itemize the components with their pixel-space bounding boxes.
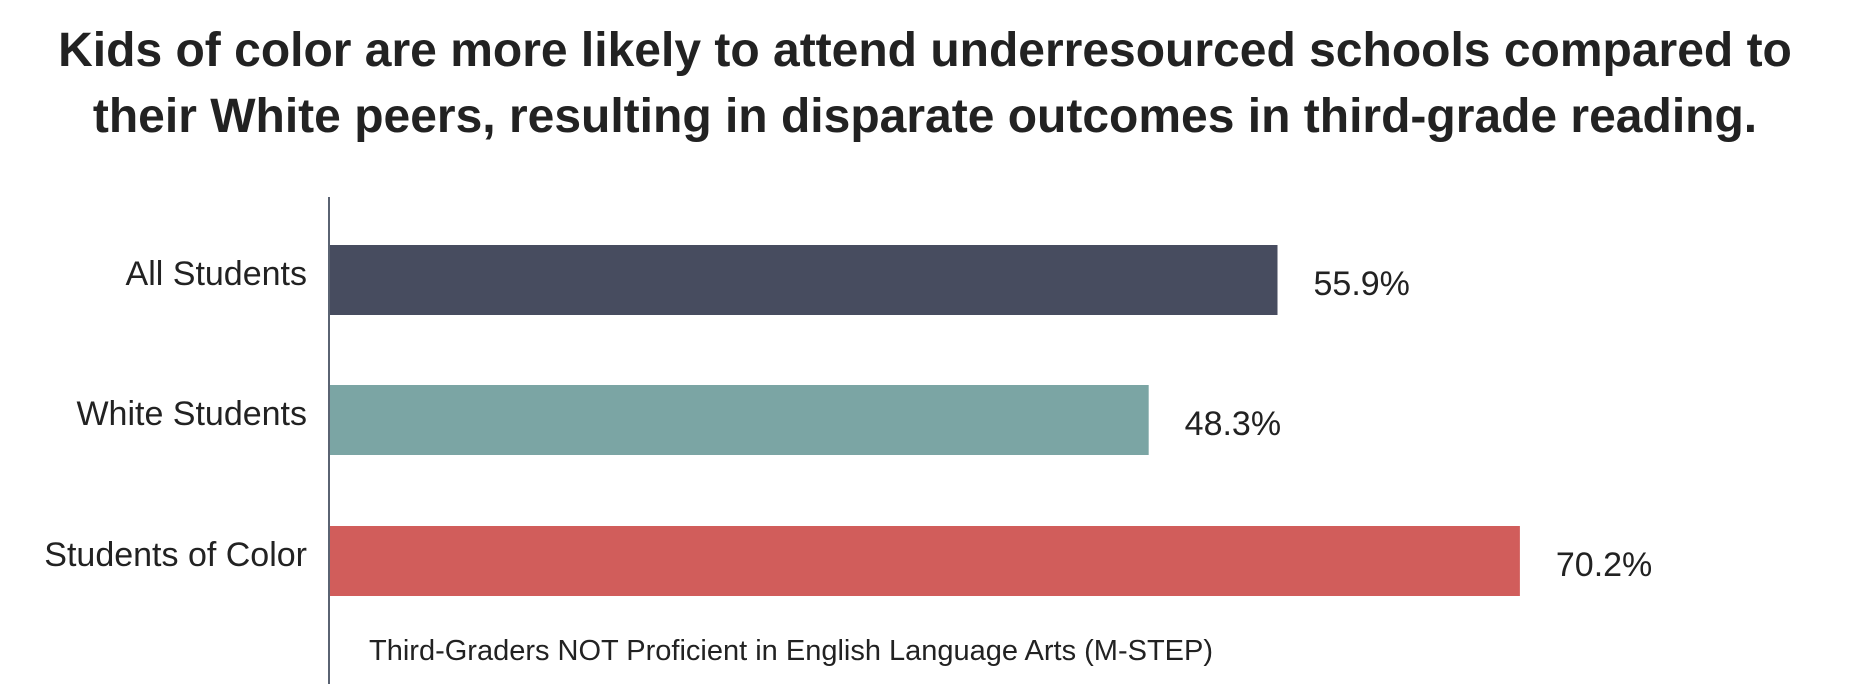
bar-students-of-color [330,526,1520,596]
bar-all-students [330,245,1278,315]
value-label: 48.3% [1185,405,1281,443]
bars-layer: All Students 55.9% White Students 48.3% Stud… [44,245,1652,596]
x-axis-caption: Third-Graders NOT Proficient in English … [369,635,1213,667]
bar-white-students [330,385,1149,455]
chart-title-line-1: Kids of color are more likely to attend … [58,24,1792,77]
chart-title-line-2: their White peers, resulting in disparat… [92,90,1758,143]
value-label: 55.9% [1314,265,1410,303]
chart-title: Kids of color are more likely to attend … [0,18,1850,150]
category-label: Students of Color [44,536,307,574]
category-label: White Students [76,395,307,433]
value-label: 70.2% [1556,546,1652,584]
category-label: All Students [126,255,307,293]
